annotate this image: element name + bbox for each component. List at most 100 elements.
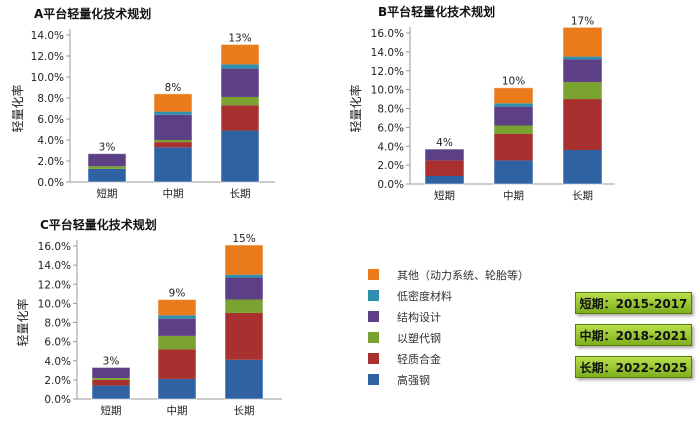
y-tick-label: 4.0% [44,356,71,368]
y-tick-label: 10.0% [371,85,404,97]
bar-segment-轻质合金 [158,349,196,379]
total-label: 13% [228,32,251,44]
bar-segment-其他（动力系统、轮胎等） [154,93,192,112]
y-tick-label: 10.0% [31,72,64,84]
y-tick-label: 0.0% [37,177,64,189]
bar-segment-以塑代钢 [92,377,130,380]
y-axis-label: 轻量化率 [15,298,30,346]
total-label: 8% [165,82,182,94]
bar-segment-低密度材料 [225,274,263,278]
legend: 其他（动力系统、轮胎等） 低密度材料 结构设计 以塑代钢 轻质合金 高强钢 [368,264,529,390]
bar-segment-以塑代钢 [563,82,602,100]
legend-swatch [368,332,379,343]
y-tick-label: 8.0% [44,318,71,330]
y-tick-label: 14.0% [371,47,404,59]
legend-item: 高强钢 [368,369,529,390]
total-label: 15% [232,233,255,245]
category-label: 短期 [434,189,455,202]
bar-segment-结构设计 [158,318,196,336]
legend-label: 高强钢 [397,373,430,387]
y-tick-label: 12.0% [31,51,64,63]
bar-segment-低密度材料 [221,64,259,69]
legend-item: 轻质合金 [368,348,529,369]
legend-swatch [368,269,379,280]
legend-swatch [368,374,379,385]
bar-outline [224,244,264,400]
bar-segment-以塑代钢 [88,166,126,169]
bar-segment-高强钢 [494,160,533,184]
y-tick-label: 12.0% [371,66,404,78]
legend-label: 轻质合金 [397,352,441,366]
chart-b: B平台轻量化技术规划 0.0% 2.0% 4.0% 6.0% 8.0% 10.0% 12.0%… [348,4,615,202]
bar-segment-结构设计 [88,153,126,167]
bar-segment-其他（动力系统、轮胎等） [221,44,259,65]
legend-item: 低密度材料 [368,285,529,306]
y-tick-label: 8.0% [377,104,404,116]
bar-outline [493,87,534,185]
chart-title: C平台轻量化技术规划 [40,217,157,232]
y-tick-label: 6.0% [37,114,64,126]
bar-outline [87,153,127,183]
legend-swatch [368,353,379,364]
y-axis-label: 轻量化率 [348,84,363,132]
category-label: 长期 [572,190,593,202]
period-mid-box: 中期：2018-2021 [575,324,692,346]
y-tick-label: 14.0% [31,30,64,42]
bar-segment-以塑代钢 [154,140,192,143]
total-label: 17% [571,15,594,27]
y-tick-label: 16.0% [38,241,71,253]
bar-segment-其他（动力系统、轮胎等） [494,87,533,104]
bar-segment-轻质合金 [92,379,130,386]
bar-segment-其他（动力系统、轮胎等） [158,299,196,316]
bar-segment-以塑代钢 [158,335,196,350]
bar-segment-高强钢 [425,175,464,184]
bar-outline [424,148,465,185]
y-tick-label: 2.0% [44,375,71,387]
bar-segment-轻质合金 [425,160,464,176]
bar-segment-结构设计 [154,114,192,140]
bar-segment-轻质合金 [225,312,263,360]
bar-segment-其他（动力系统、轮胎等） [563,27,602,57]
y-tick-label: 4.0% [37,135,64,147]
total-label: 4% [436,137,453,149]
category-label: 中期 [167,404,188,417]
y-tick-label: 4.0% [377,141,404,153]
bar-segment-高强钢 [225,359,263,399]
chart-c: C平台轻量化技术规划 0.0% 2.0% 4.0% 6.0% 8.0% 10.0% 12.0%… [15,217,282,417]
legend-item: 其他（动力系统、轮胎等） [368,264,529,285]
bar-segment-以塑代钢 [225,299,263,313]
y-tick-label: 2.0% [377,160,404,172]
bar-segment-结构设计 [563,59,602,83]
legend-item: 结构设计 [368,306,529,327]
bar-segment-低密度材料 [563,56,602,60]
bar-outline [220,43,260,183]
y-tick-label: 0.0% [377,179,404,191]
legend-label: 结构设计 [397,310,441,324]
bar-segment-高强钢 [221,130,259,182]
bar-segment-高强钢 [563,150,602,184]
total-label: 3% [103,355,120,367]
y-tick-label: 6.0% [44,337,71,349]
y-axis-label: 轻量化率 [10,84,25,132]
category-label: 中期 [163,187,184,200]
category-label: 短期 [101,404,122,417]
y-tick-label: 2.0% [37,156,64,168]
y-tick-label: 8.0% [37,93,64,105]
bar-segment-结构设计 [92,367,130,378]
legend-swatch [368,311,379,322]
category-label: 长期 [230,188,251,200]
bar-segment-轻质合金 [154,142,192,148]
period-long-box: 长期：2022-2025 [575,356,692,378]
bar-outline [153,93,193,183]
bar-segment-高强钢 [92,385,130,399]
total-label: 9% [169,288,186,300]
y-tick-label: 10.0% [38,298,71,310]
bar-segment-结构设计 [221,68,259,97]
bar-segment-结构设计 [494,106,533,126]
legend-swatch [368,290,379,301]
category-label: 短期 [97,187,118,200]
legend-label: 其他（动力系统、轮胎等） [397,268,529,282]
bar-outline [157,299,197,400]
legend-label: 以塑代钢 [397,331,441,345]
